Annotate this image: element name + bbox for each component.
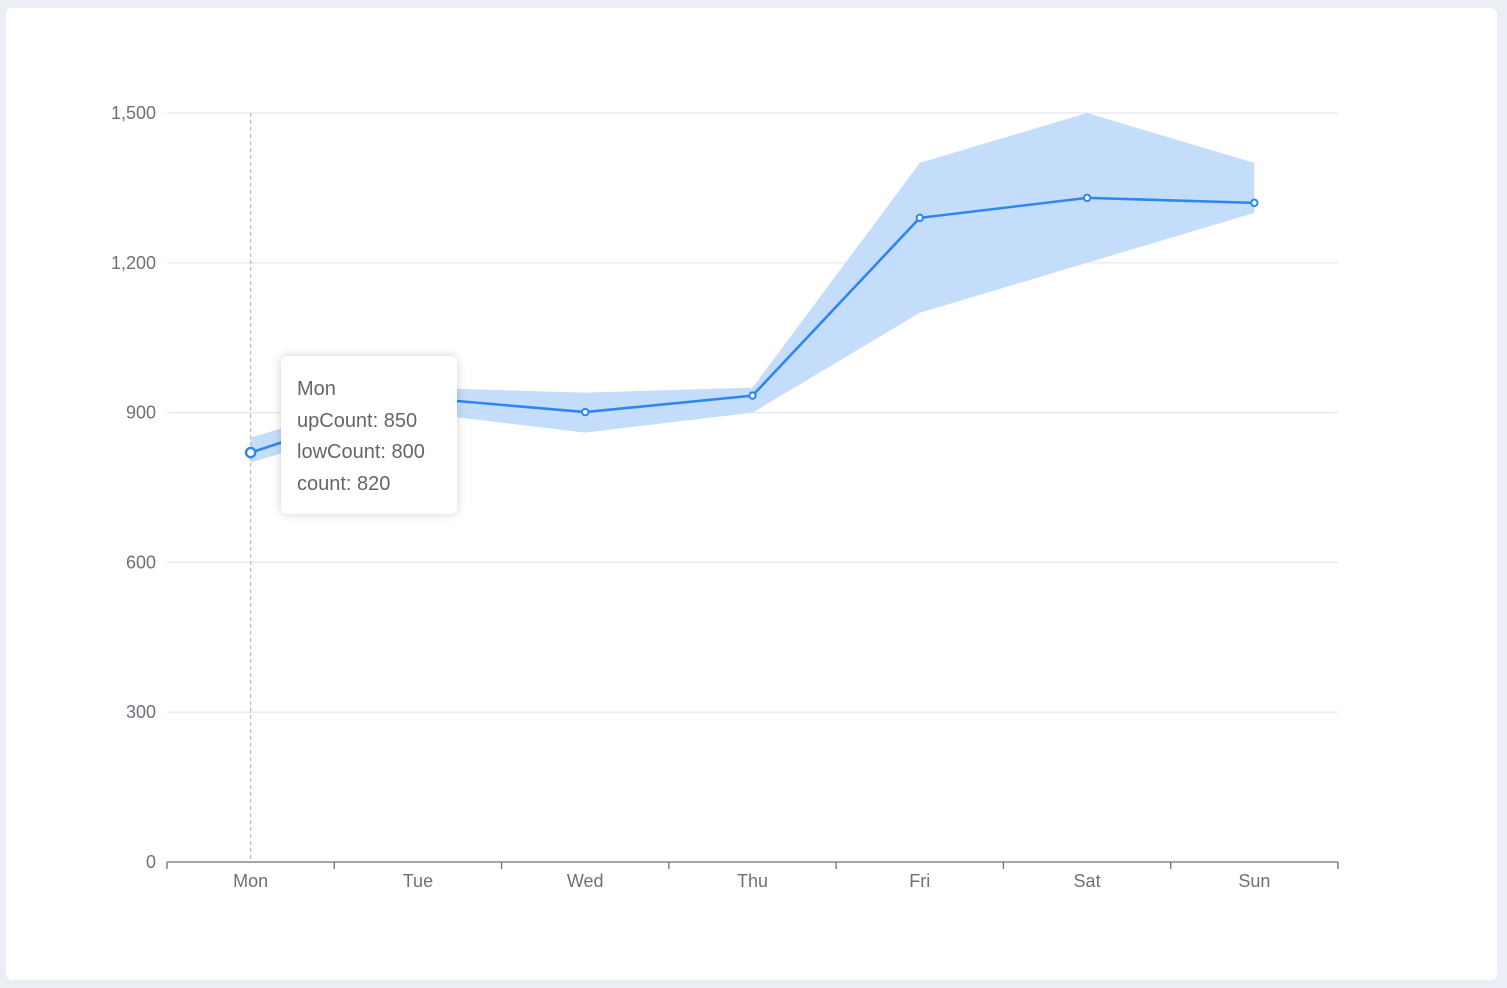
x-tick-label: Fri — [909, 871, 930, 891]
tooltip-lowcount: lowCount: 800 — [297, 441, 425, 463]
chart-tooltip: Mon upCount: 850 lowCount: 800 count: 82… — [281, 356, 457, 514]
confidence-band — [250, 113, 1255, 463]
x-tick-label: Sun — [1238, 871, 1270, 891]
band-area — [250, 113, 1255, 463]
tooltip-count: count: 820 — [297, 472, 391, 495]
data-point[interactable] — [244, 446, 257, 459]
y-tick-label: 1,200 — [111, 253, 156, 273]
x-tick-label: Wed — [567, 871, 604, 891]
y-tick-label: 600 — [126, 552, 156, 572]
y-tick-label: 1,500 — [111, 103, 156, 123]
data-point[interactable] — [1250, 198, 1259, 208]
y-tick-label: 900 — [126, 403, 156, 423]
data-point[interactable] — [581, 407, 590, 417]
y-tick-label: 300 — [126, 702, 156, 722]
data-point[interactable] — [1082, 193, 1092, 203]
data-point[interactable] — [748, 391, 757, 400]
x-tick-label: Sat — [1074, 871, 1101, 891]
y-tick-label: 0 — [146, 852, 156, 872]
data-point[interactable] — [915, 213, 924, 223]
axes: 0 300 600 900 1,200 1,500 Mon Tue Wed Thu Fri Sat Su… — [111, 103, 1339, 891]
x-tick-label: Mon — [233, 871, 268, 891]
tooltip-title: Mon — [297, 378, 336, 400]
x-tick-label: Thu — [737, 871, 768, 891]
tooltip-upcount: upCount: 850 — [297, 409, 418, 432]
x-tick-label: Tue — [403, 871, 433, 891]
